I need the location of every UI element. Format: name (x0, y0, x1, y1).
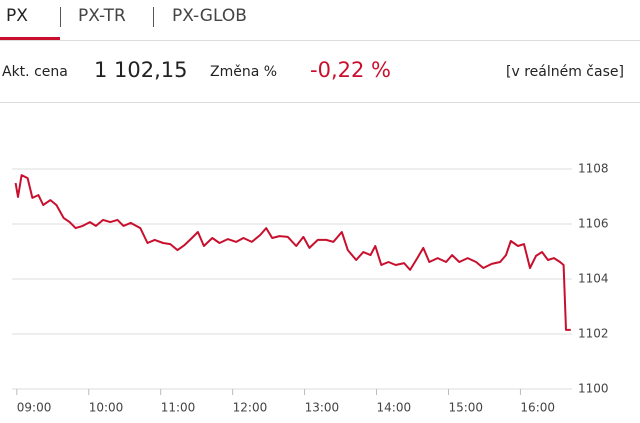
x-tick-label: 12:00 (233, 401, 268, 415)
quote-row: Akt. cena 1 102,15 Změna % -0,22 % [v re… (0, 40, 640, 103)
x-tick-label: 16:00 (520, 401, 555, 415)
y-tick-label: 1106 (578, 217, 609, 231)
tab-separator (60, 7, 61, 27)
y-tick-label: 1104 (578, 272, 609, 286)
x-tick-label: 11:00 (161, 401, 196, 415)
y-tick-label: 1100 (578, 382, 609, 396)
tab[interactable]: PX (6, 6, 28, 26)
active-indicator (0, 37, 60, 40)
change: -0,22 % (310, 58, 391, 82)
y-tick-label: 1108 (578, 162, 609, 176)
tab-separator (153, 7, 154, 27)
tabs: PX PX-TR PX-GLOB (0, 0, 640, 41)
price: 1 102,15 (94, 58, 188, 82)
x-tick-label: 13:00 (305, 401, 340, 415)
change-label: Změna % (210, 64, 278, 80)
y-tick-label: 1102 (578, 327, 609, 341)
realtime-note: [v reálném čase] (506, 64, 624, 80)
tab[interactable]: PX-TR (78, 6, 126, 26)
x-tick-label: 15:00 (448, 401, 483, 415)
x-tick-label: 09:00 (17, 401, 52, 415)
x-tick-label: 10:00 (89, 401, 124, 415)
tab[interactable]: PX-GLOB (172, 6, 247, 26)
price-label: Akt. cena (2, 64, 68, 80)
price-line (14, 174, 571, 331)
x-tick-label: 14:00 (377, 401, 412, 415)
